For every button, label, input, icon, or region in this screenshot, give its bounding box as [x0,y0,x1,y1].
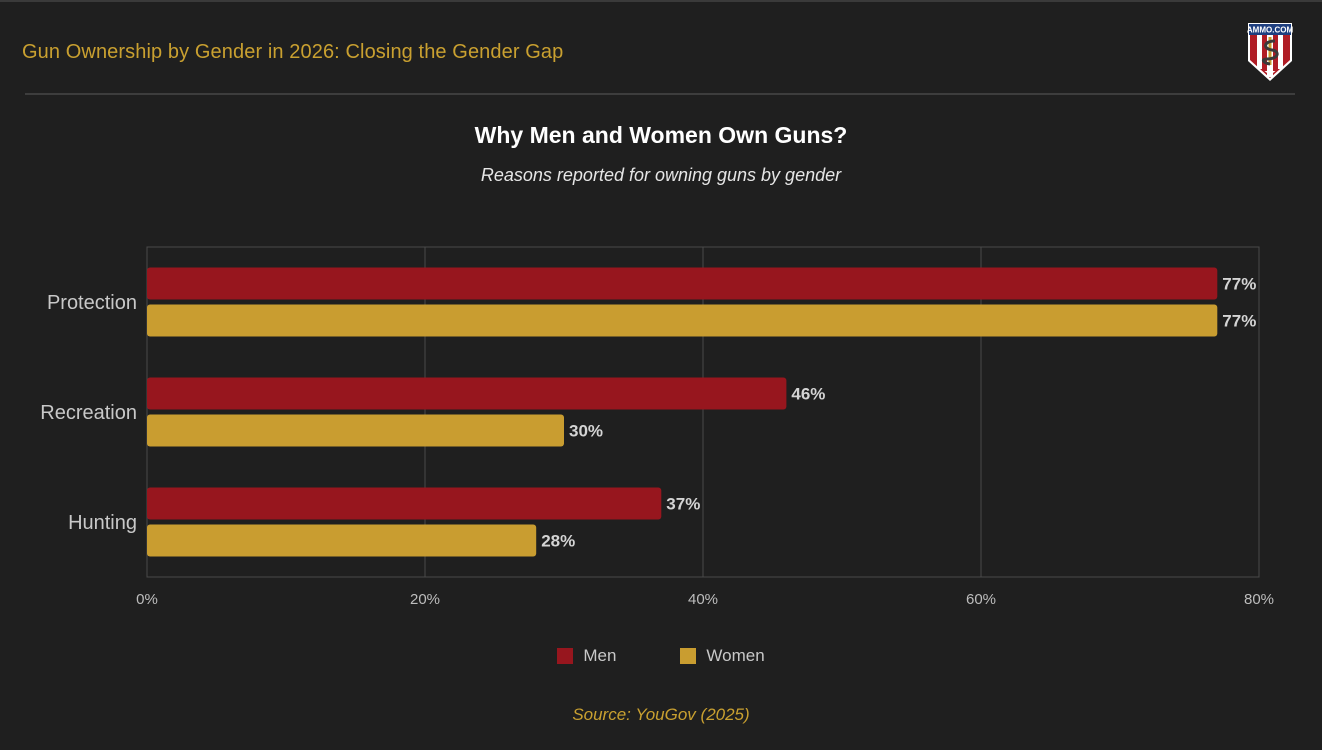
legend: Men Women [0,646,1322,666]
chart-subtitle: Reasons reported for owning guns by gend… [480,165,842,185]
data-label: 77% [1222,312,1256,331]
x-tick-label: 20% [410,591,440,608]
source-note: Source: YouGov (2025) [572,705,750,724]
category-label: Recreation [40,402,137,424]
bar-women [147,304,1218,337]
x-tick-label: 0% [136,591,158,608]
x-tick-label: 80% [1244,591,1274,608]
legend-swatch-women [680,648,697,664]
legend-item-women[interactable]: Women [680,646,765,666]
data-label: 46% [791,385,825,404]
legend-swatch-men [557,648,574,664]
bar-men [147,377,787,410]
top-border [0,0,1322,2]
logo-text: AMMO.COM [1247,26,1294,35]
data-label: 30% [569,422,603,441]
bar-women [147,414,564,447]
legend-label-women: Women [706,646,765,665]
data-label: 28% [541,532,575,551]
bar-men [147,267,1218,300]
legend-item-men[interactable]: Men [557,646,616,666]
category-label: Hunting [68,512,137,534]
legend-label-men: Men [583,646,617,665]
x-tick-label: 40% [688,591,718,608]
header-divider [25,93,1295,95]
category-label: Protection [47,292,137,314]
x-tick-label: 60% [966,591,996,608]
bar-women [147,524,537,557]
ammo-com-logo: AMMO.COM [1247,23,1294,81]
data-label: 37% [666,495,700,514]
data-label: 77% [1222,275,1256,294]
chart-title: Why Men and Women Own Guns? [474,122,848,148]
page-title: Gun Ownership by Gender in 2026: Closing… [22,41,564,63]
bar-men [147,487,662,520]
